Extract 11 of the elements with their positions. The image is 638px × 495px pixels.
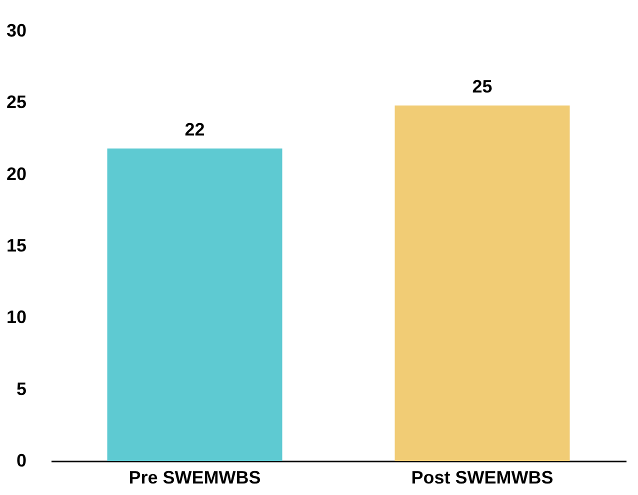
data-label: 25 — [472, 76, 492, 97]
y-tick-label: 15 — [6, 236, 26, 256]
x-tick-label: Post SWEMWBS — [411, 468, 554, 488]
y-tick-label: 0 — [16, 450, 26, 470]
x-tick-label: Pre SWEMWBS — [128, 468, 261, 488]
y-tick-label: 5 — [16, 378, 26, 399]
y-tick-label: 20 — [6, 164, 26, 184]
y-tick-label: 25 — [6, 92, 26, 112]
data-label: 22 — [184, 120, 205, 140]
y-tick-label: 30 — [6, 20, 26, 40]
y-tick-label: 10 — [6, 307, 26, 328]
